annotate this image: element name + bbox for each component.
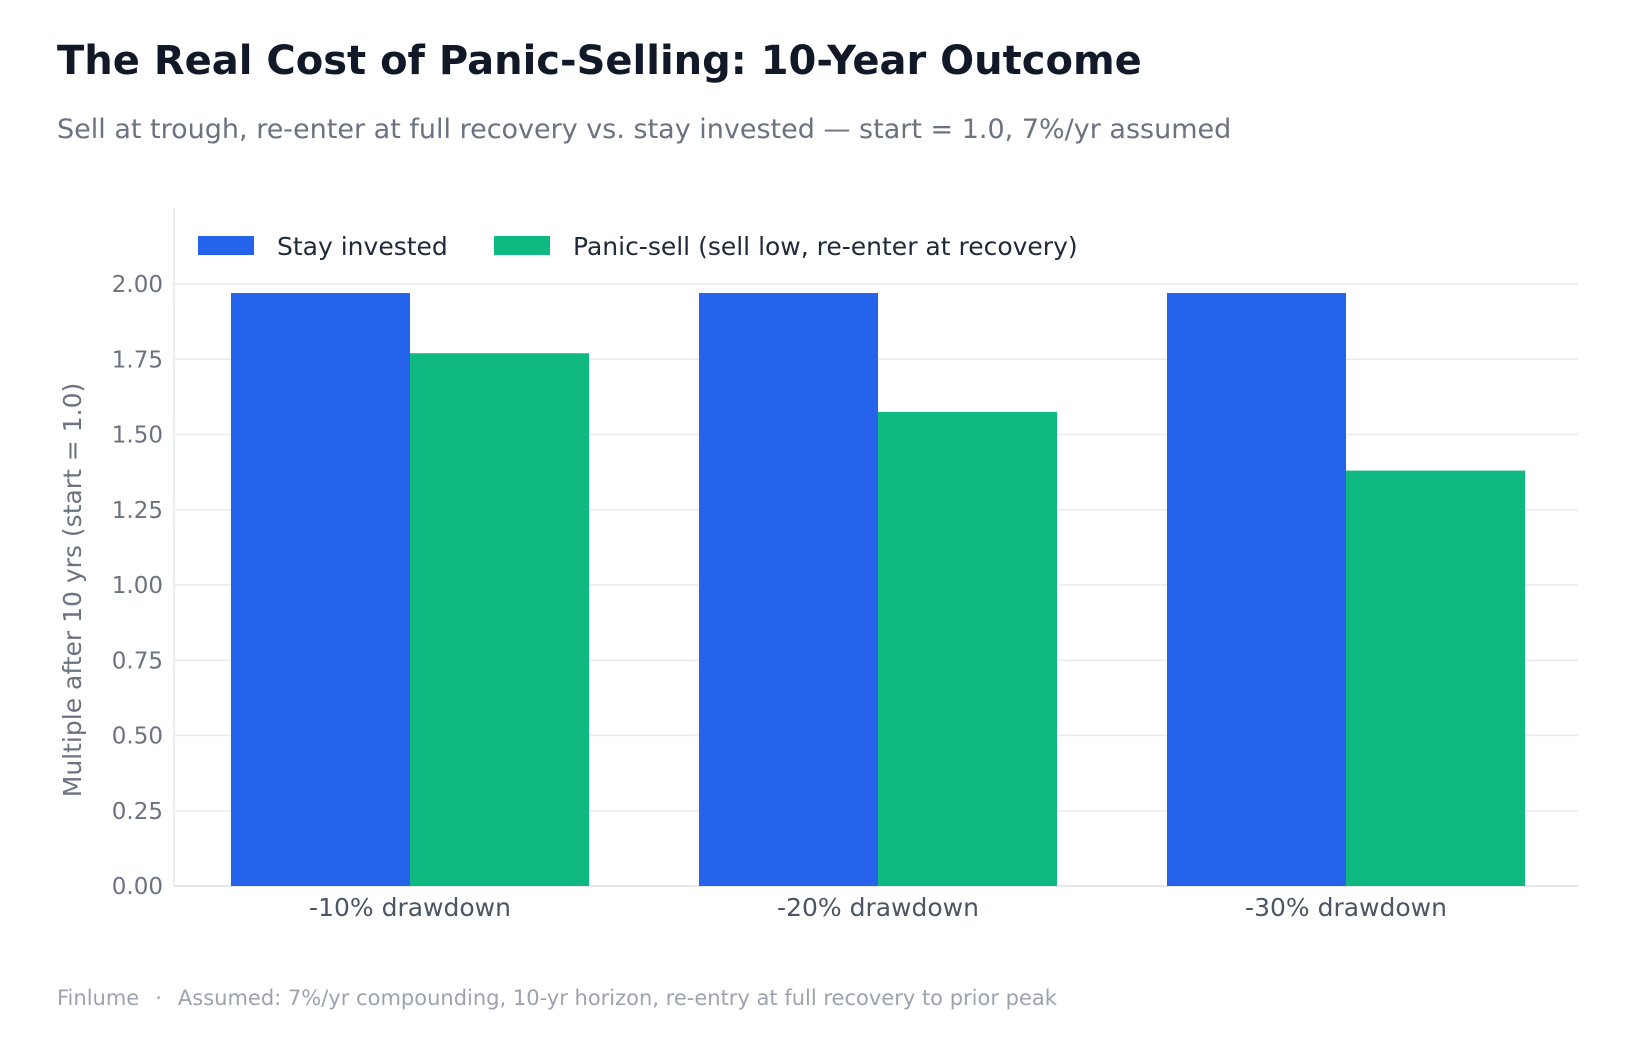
bar-stay-invested bbox=[699, 293, 878, 886]
y-tick-label: 1.25 bbox=[112, 498, 163, 524]
legend-swatch bbox=[198, 236, 254, 255]
footer: Finlume · Assumed: 7%/yr compounding, 10-y… bbox=[57, 986, 1057, 1010]
bar-panic-sell bbox=[410, 353, 589, 887]
x-tick-label: -10% drawdown bbox=[309, 893, 511, 922]
legend-label: Panic-sell (sell low, re-enter at recove… bbox=[573, 232, 1078, 261]
y-axis-label: Multiple after 10 yrs (start = 1.0) bbox=[58, 383, 87, 797]
y-tick-label: 0.25 bbox=[112, 799, 163, 825]
y-tick-label: 2.00 bbox=[112, 272, 163, 298]
x-tick-label: -30% drawdown bbox=[1245, 893, 1447, 922]
footer-brand: Finlume bbox=[57, 986, 140, 1010]
y-tick-label: 1.00 bbox=[112, 573, 163, 599]
x-tick-label: -20% drawdown bbox=[777, 893, 979, 922]
legend-swatch bbox=[494, 236, 550, 255]
y-tick-label: 0.50 bbox=[112, 724, 163, 750]
bar-stay-invested bbox=[1167, 293, 1346, 886]
footer-separator: · bbox=[155, 986, 162, 1010]
bar-panic-sell bbox=[878, 411, 1057, 886]
y-tick-label: 0.00 bbox=[112, 874, 163, 900]
bar-chart: 0.00 0.25 0.50 0.75 1.00 1.25 1.50 1.75 2.00 Mult… bbox=[58, 208, 1578, 922]
chart-subtitle: Sell at trough, re-enter at full recover… bbox=[57, 114, 1232, 145]
y-tick-label: 1.75 bbox=[112, 347, 163, 373]
footer-note: Assumed: 7%/yr compounding, 10-yr horizo… bbox=[177, 986, 1057, 1010]
y-tick-label: 1.50 bbox=[112, 423, 163, 449]
bar-stay-invested bbox=[231, 293, 410, 886]
y-tick-label: 0.75 bbox=[112, 648, 163, 674]
legend-label: Stay invested bbox=[277, 232, 448, 261]
chart-title: The Real Cost of Panic-Selling: 10-Year … bbox=[57, 38, 1142, 84]
bar-panic-sell bbox=[1346, 470, 1525, 886]
